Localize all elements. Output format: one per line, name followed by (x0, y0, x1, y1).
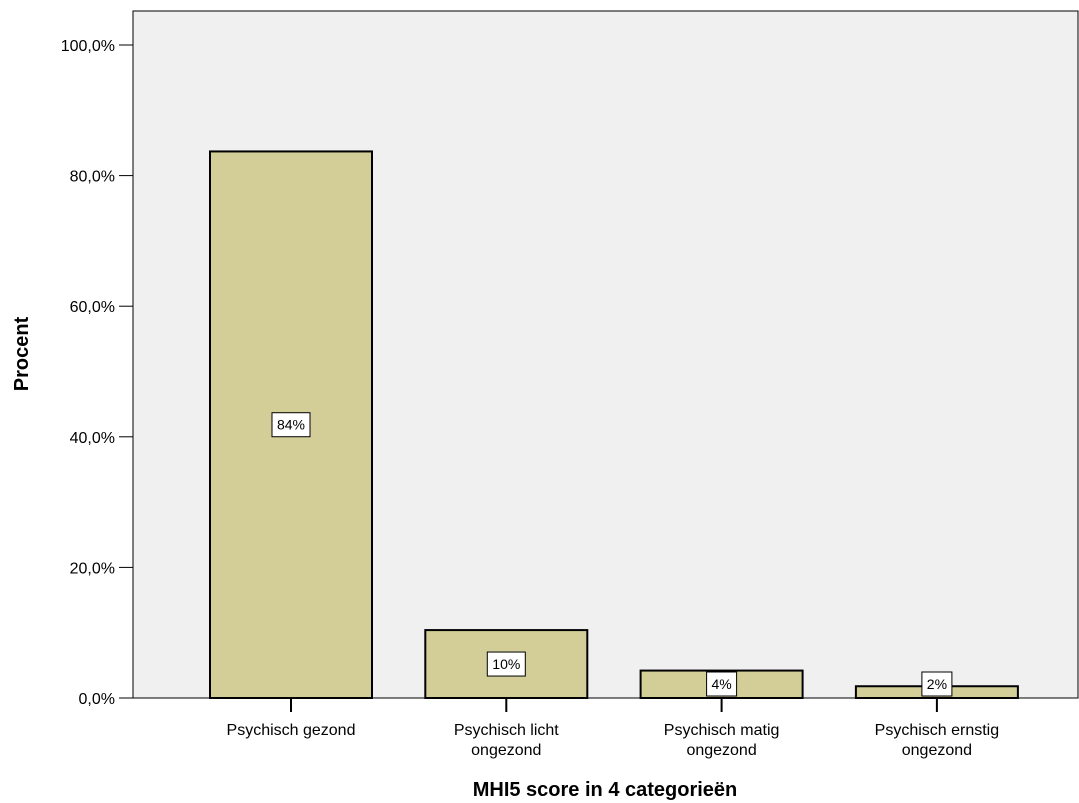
x-tick-label: Psychisch gezond (227, 722, 356, 739)
y-axis-title: Procent (11, 316, 33, 391)
data-label-box (271, 412, 311, 438)
data-label-box (486, 651, 526, 677)
data-label-box (921, 671, 953, 697)
bars-group: 84% 10% 4% 2% (209, 150, 1019, 700)
data-label: 2% (927, 676, 947, 692)
x-tick-label: Psychisch matig (664, 722, 780, 739)
y-tick-label: 80,0% (70, 169, 115, 186)
x-tick-label: ongezond (902, 742, 972, 759)
data-label: 4% (711, 676, 731, 692)
x-axis: Psychisch gezond Psychisch licht ongezond P… (227, 698, 1000, 759)
y-tick-label: 100,0% (61, 38, 115, 55)
x-tick-label: ongezond (686, 742, 756, 759)
x-tick-label: ongezond (471, 742, 541, 759)
data-label: 10% (492, 656, 520, 672)
data-label-box (706, 671, 738, 697)
x-axis-title: MHI5 score in 4 categorieën (473, 779, 738, 801)
y-tick-label: 20,0% (70, 560, 115, 577)
y-tick-label: 40,0% (70, 430, 115, 447)
x-tick-label: Psychisch licht (454, 722, 559, 739)
x-tick-label: Psychisch ernstig (875, 722, 1000, 739)
y-tick-label: 60,0% (70, 299, 115, 316)
y-tick-label: 0,0% (79, 691, 115, 708)
data-label: 84% (277, 417, 305, 433)
y-axis: 0,0% 20,0% 40,0% 60,0% 80,0% 100,0% (61, 38, 133, 708)
